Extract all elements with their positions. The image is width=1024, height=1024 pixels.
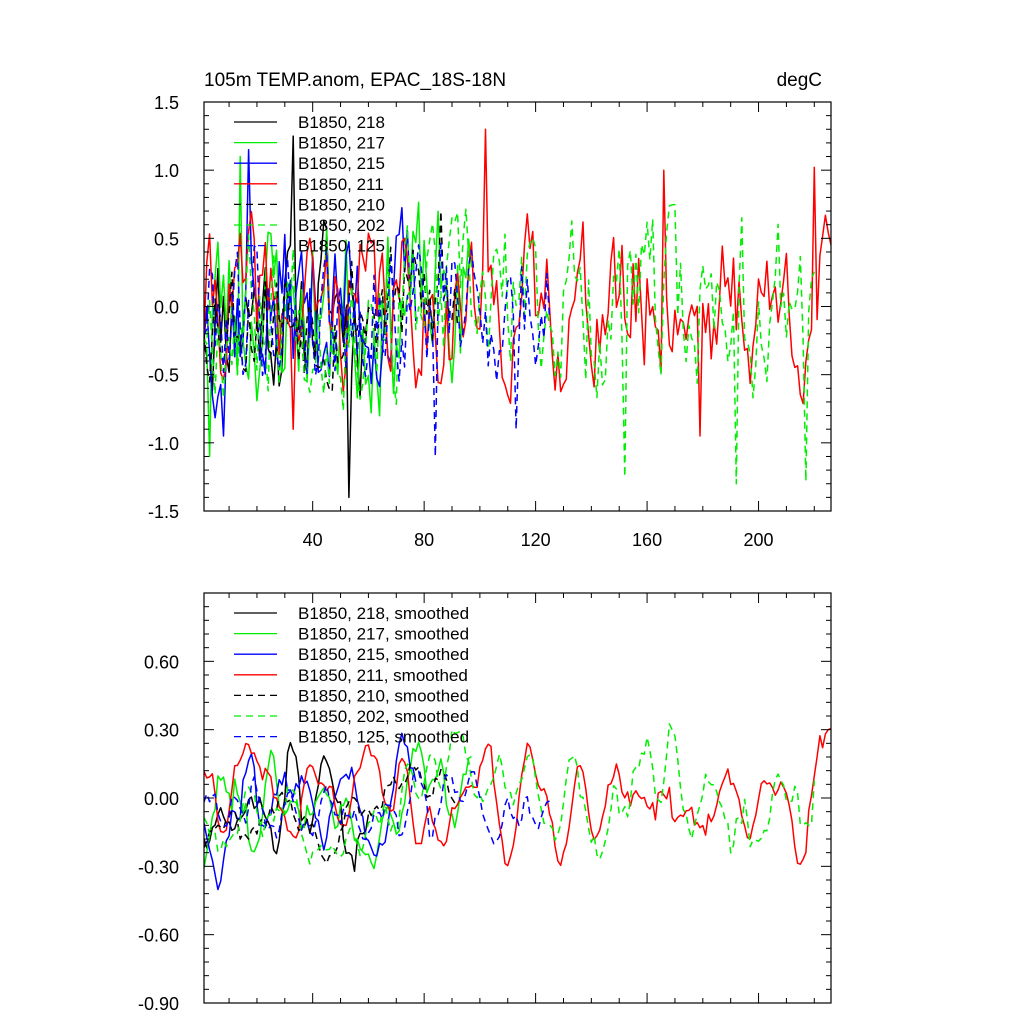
legend-label: B1850, 211 — [298, 175, 384, 194]
y-tick-label: -0.90 — [138, 994, 179, 1014]
bottom-panel: -0.90 -0.60 -0.30 0.00 0.30 0.60 B1850, 218, s… — [138, 592, 832, 1014]
legend-label: B1850, 218 — [298, 113, 385, 132]
legend-label: B1850, 211, smoothed — [298, 666, 468, 685]
series-line — [204, 741, 370, 873]
y-tick-label: 0.00 — [144, 789, 179, 809]
series-line — [204, 763, 458, 865]
y-tick-label: 0.0 — [154, 298, 179, 318]
y-tick-label: 1.5 — [154, 93, 179, 113]
y-tick-label: 0.60 — [144, 652, 179, 672]
series-line — [204, 741, 472, 870]
y-tick-label: 1.0 — [154, 161, 179, 181]
x-tick-label: 40 — [303, 530, 323, 550]
legend-label: B1850, 125, smoothed — [298, 728, 469, 747]
legend-label: B1850, 210, smoothed — [298, 686, 469, 705]
y-tick-label: -0.60 — [138, 926, 179, 946]
series-line — [204, 242, 551, 458]
top-panel: 105m TEMP.anom, EPAC_18S-18N degC 40 80 12… — [148, 70, 832, 550]
x-tick-label: 80 — [414, 530, 434, 550]
y-tick-label: -1.0 — [148, 434, 179, 454]
x-tick-label: 160 — [632, 530, 662, 550]
y-tick-label: 0.30 — [144, 721, 179, 741]
legend-label: B1850, 125 — [298, 237, 385, 256]
x-tick-label: 120 — [521, 530, 551, 550]
series-line — [204, 770, 550, 845]
x-tick-label: 200 — [744, 530, 774, 550]
legend-label: B1850, 202, smoothed — [298, 707, 469, 726]
legend: B1850, 218, smoothed B1850, 217, smoothed… — [234, 604, 469, 747]
series-line — [204, 727, 831, 867]
series-line — [204, 732, 417, 891]
series-line — [204, 155, 473, 458]
legend-label: B1850, 215, smoothed — [298, 645, 469, 664]
legend-label: B1850, 217 — [298, 134, 385, 153]
legend-label: B1850, 218, smoothed — [298, 604, 469, 623]
y-tick-label: 0.5 — [154, 229, 179, 249]
top-panel-title: 105m TEMP.anom, EPAC_18S-18N — [204, 70, 506, 91]
series-line — [204, 203, 815, 485]
legend-label: B1850, 202 — [298, 216, 385, 235]
legend-label: B1850, 210 — [298, 195, 385, 214]
legend-label: B1850, 217, smoothed — [298, 625, 469, 644]
legend-label: B1850, 215 — [298, 154, 385, 173]
y-tick-label: -0.5 — [148, 366, 179, 386]
y-tick-label: -1.5 — [148, 502, 179, 522]
series-line — [204, 723, 816, 865]
y-tick-label: -0.30 — [138, 857, 179, 877]
series-line — [204, 128, 831, 437]
top-panel-units: degC — [777, 70, 822, 91]
